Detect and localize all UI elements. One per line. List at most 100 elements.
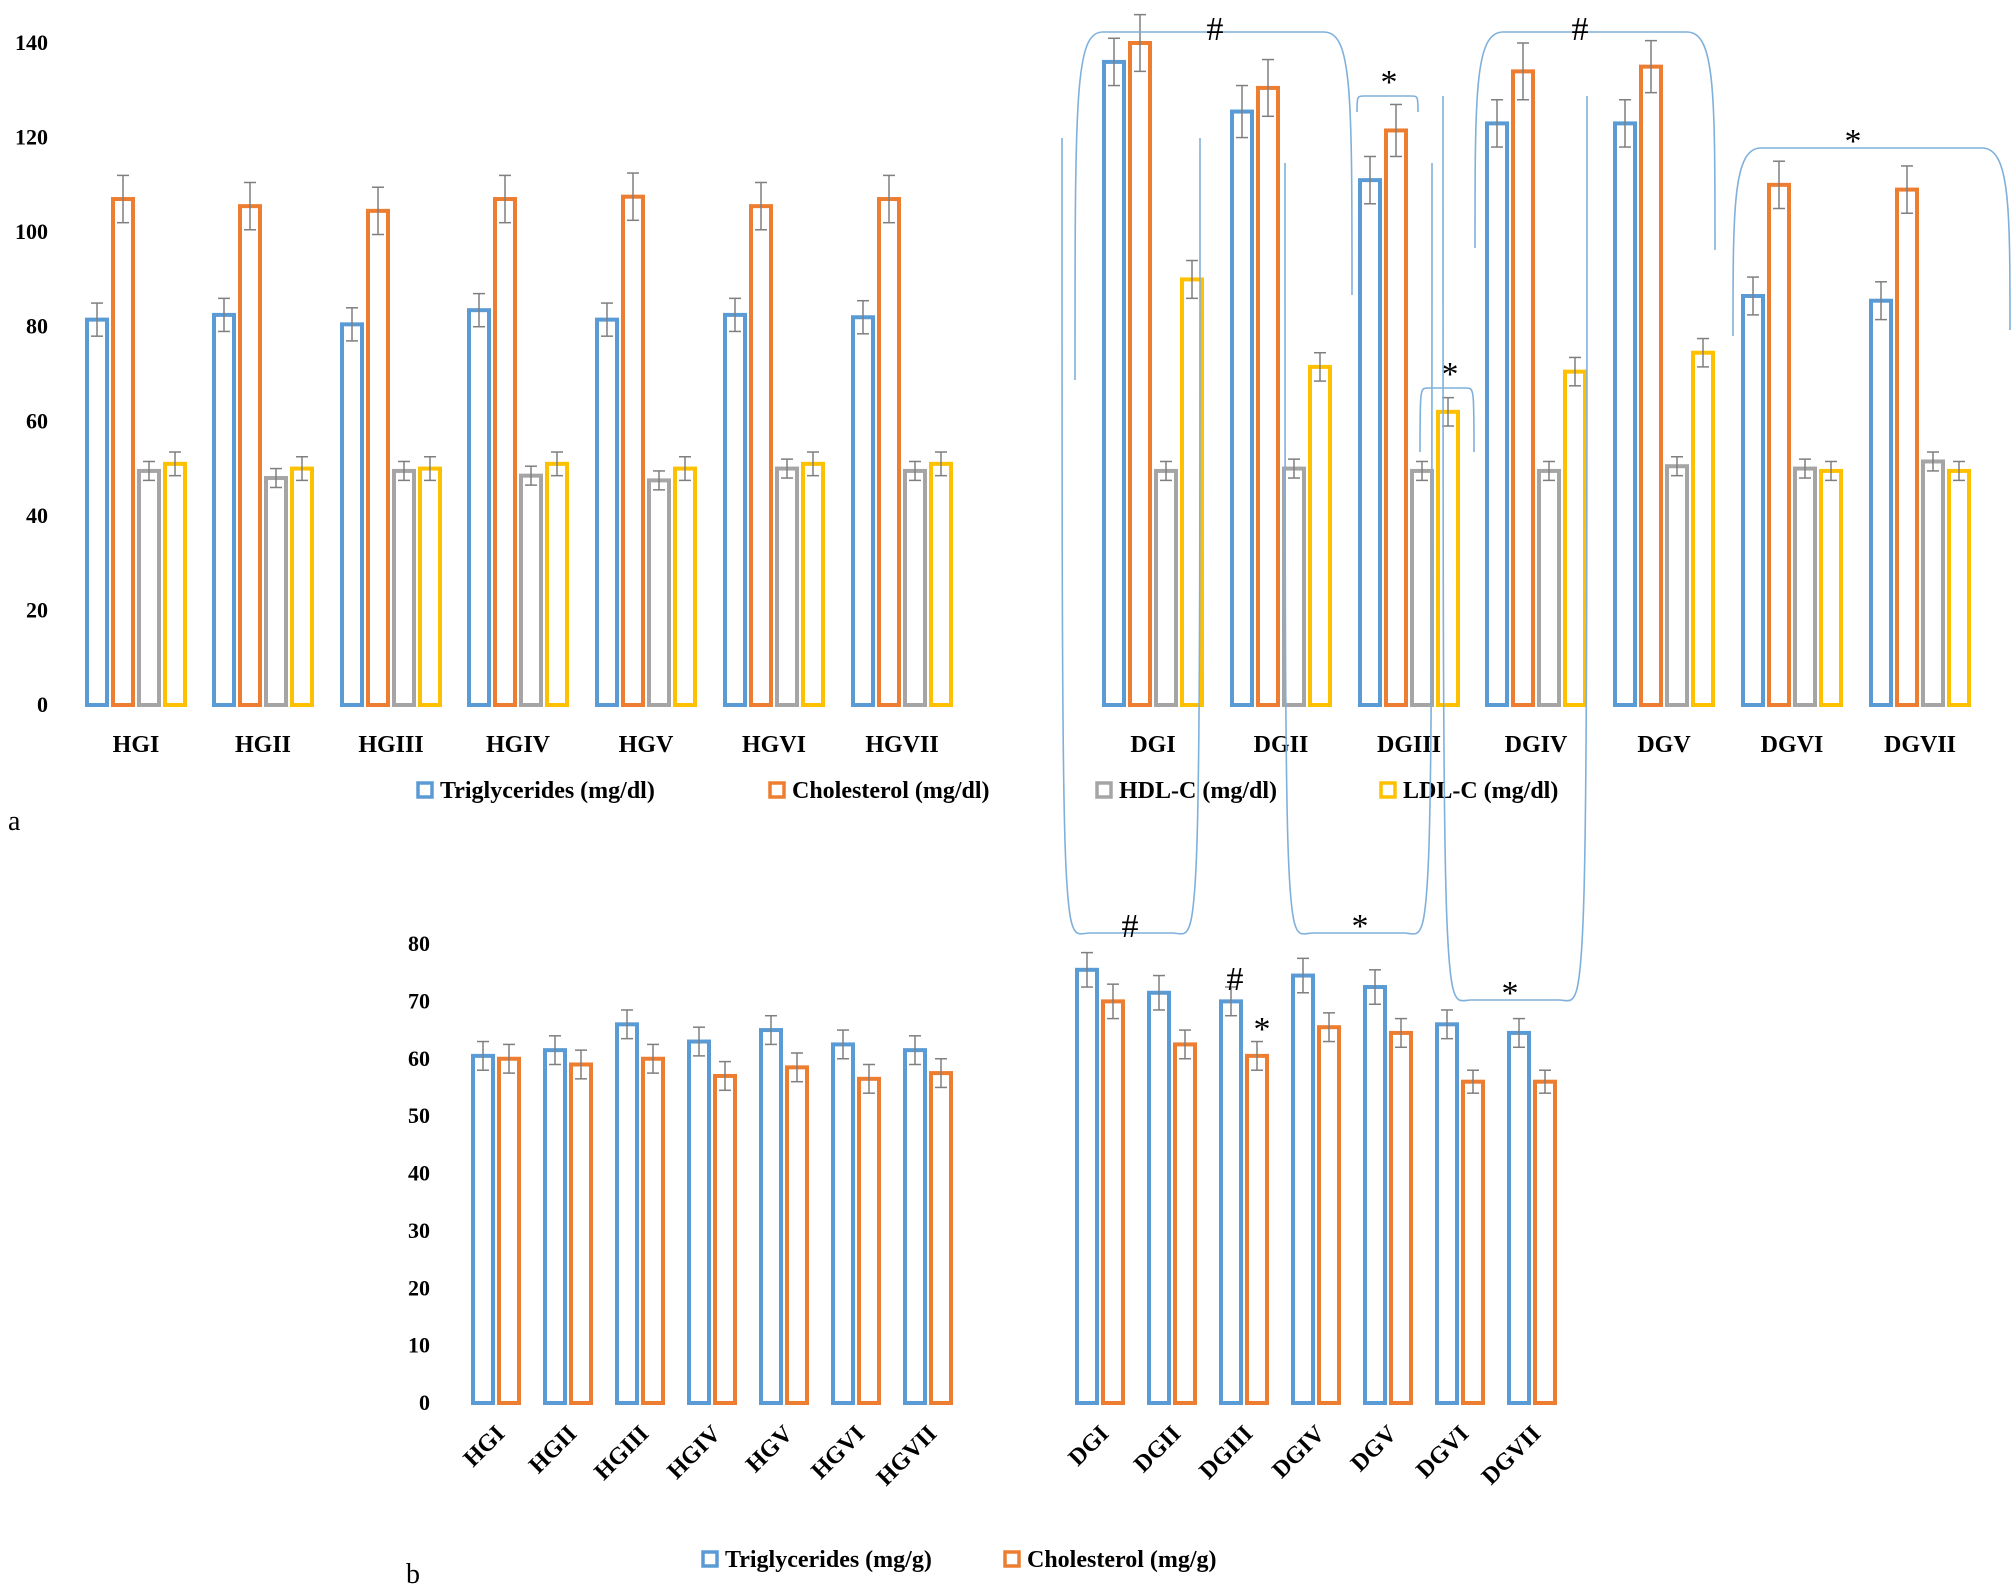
y-tick-label: 0 bbox=[419, 1390, 430, 1415]
significance-marker: * bbox=[1352, 908, 1369, 945]
bar-series2 bbox=[569, 1062, 593, 1406]
significance-marker: * bbox=[1502, 975, 1519, 1012]
bar-series2 bbox=[641, 1056, 665, 1405]
bar-series1 bbox=[1741, 293, 1765, 707]
bar-series2 bbox=[238, 204, 262, 707]
category-label: DGV bbox=[1346, 1420, 1403, 1477]
bar-series3 bbox=[647, 478, 671, 707]
legend-swatch bbox=[1003, 1550, 1021, 1568]
y-tick-label: 100 bbox=[15, 219, 48, 244]
bar-series2 bbox=[1173, 1042, 1197, 1405]
bar-series3 bbox=[137, 468, 161, 707]
bar-series1 bbox=[903, 1048, 927, 1406]
bar-series3 bbox=[775, 466, 799, 708]
bar-series3 bbox=[392, 468, 416, 707]
category-label: HGVII bbox=[872, 1421, 942, 1491]
bar-series3 bbox=[1921, 459, 1945, 707]
bar-series1 bbox=[687, 1039, 711, 1405]
y-tick-label: 40 bbox=[26, 503, 48, 528]
bar-series1 bbox=[1291, 973, 1315, 1406]
bar-series3 bbox=[1282, 466, 1306, 708]
bar-series2 bbox=[1101, 999, 1125, 1405]
bar-series1 bbox=[1613, 121, 1637, 707]
significance-bracket bbox=[1284, 162, 1433, 935]
bar-series1 bbox=[1219, 999, 1243, 1405]
legend-label: Triglycerides (mg/dl) bbox=[440, 778, 655, 804]
bar-series1 bbox=[212, 312, 236, 707]
category-label: DGIV bbox=[1268, 1420, 1331, 1483]
significance-bracket bbox=[1442, 95, 1588, 1002]
significance-marker: * bbox=[1381, 64, 1398, 101]
bar-series3 bbox=[903, 468, 927, 707]
bar-series2 bbox=[1389, 1030, 1413, 1406]
bar-series2 bbox=[1511, 69, 1535, 708]
category-label: DGVII bbox=[1477, 1421, 1546, 1490]
bar-series1 bbox=[759, 1028, 783, 1405]
bar-series1 bbox=[615, 1022, 639, 1405]
bar-series3 bbox=[1665, 464, 1689, 708]
significance-marker: * bbox=[1845, 123, 1862, 160]
bar-series3 bbox=[264, 476, 288, 707]
bar-series4 bbox=[163, 461, 187, 708]
y-tick-label: 50 bbox=[408, 1103, 430, 1128]
y-tick-label: 20 bbox=[408, 1275, 430, 1300]
category-label: HGI bbox=[113, 732, 160, 758]
bar-series1 bbox=[723, 312, 747, 707]
y-tick-label: 60 bbox=[408, 1046, 430, 1071]
category-label: DGIV bbox=[1505, 732, 1568, 758]
legend-label: Cholesterol (mg/g) bbox=[1027, 1547, 1217, 1573]
bar-series4 bbox=[1563, 369, 1587, 707]
bar-series1 bbox=[1507, 1030, 1531, 1406]
bar-series2 bbox=[1639, 64, 1663, 707]
bar-series1 bbox=[595, 317, 619, 707]
significance-marker: # bbox=[1227, 961, 1244, 998]
y-tick-label: 80 bbox=[26, 314, 48, 339]
bar-series2 bbox=[111, 197, 135, 708]
bar-series2 bbox=[1317, 1025, 1341, 1405]
bar-series2 bbox=[857, 1076, 881, 1406]
bar-series4 bbox=[801, 461, 825, 708]
category-label: HGIII bbox=[590, 1421, 655, 1486]
bar-series2 bbox=[877, 197, 901, 708]
y-tick-label: 10 bbox=[408, 1333, 430, 1358]
bar-series2 bbox=[497, 1056, 521, 1405]
y-tick-label: 70 bbox=[408, 988, 430, 1013]
significance-marker: * bbox=[1442, 356, 1459, 393]
category-label: HGV bbox=[741, 1420, 799, 1478]
bar-series2 bbox=[621, 194, 645, 708]
category-label: DGVI bbox=[1412, 1421, 1475, 1484]
category-label: HGII bbox=[235, 732, 291, 758]
bar-series1 bbox=[543, 1048, 567, 1406]
bar-series1 bbox=[851, 315, 875, 707]
bar-series2 bbox=[1384, 128, 1408, 707]
panel-label: a bbox=[8, 806, 21, 837]
bar-series2 bbox=[749, 204, 773, 707]
bar-series1 bbox=[831, 1042, 855, 1405]
category-label: DGVII bbox=[1884, 732, 1956, 758]
significance-marker: # bbox=[1122, 908, 1139, 945]
bar-series3 bbox=[1410, 468, 1434, 707]
bar-series2 bbox=[1256, 85, 1280, 707]
category-label: HGIV bbox=[663, 1420, 727, 1484]
legend-swatch bbox=[701, 1550, 719, 1568]
significance-marker: # bbox=[1207, 11, 1224, 48]
bar-series1 bbox=[1485, 121, 1509, 707]
bar-series2 bbox=[366, 208, 390, 707]
significance-bracket bbox=[1732, 147, 2011, 337]
bar-series4 bbox=[418, 466, 442, 708]
legend-swatch bbox=[416, 781, 434, 799]
y-tick-label: 60 bbox=[26, 408, 48, 433]
significance-bracket bbox=[1474, 31, 1716, 251]
category-label: DGIII bbox=[1195, 1421, 1259, 1485]
bar-series4 bbox=[545, 461, 569, 708]
bar-series1 bbox=[1358, 178, 1382, 707]
significance-marker: * bbox=[1254, 1011, 1271, 1048]
bar-series2 bbox=[1895, 187, 1919, 708]
bar-series1 bbox=[85, 317, 109, 707]
category-label: DGII bbox=[1129, 1421, 1186, 1478]
bar-series4 bbox=[290, 466, 314, 708]
bar-series4 bbox=[1691, 350, 1715, 707]
bar-series1 bbox=[1147, 990, 1171, 1405]
